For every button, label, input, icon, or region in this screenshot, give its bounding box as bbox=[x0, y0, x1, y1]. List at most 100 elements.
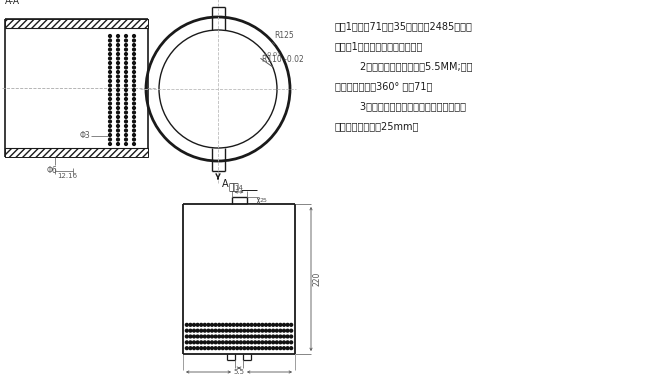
Circle shape bbox=[232, 335, 235, 338]
Circle shape bbox=[257, 347, 260, 349]
Circle shape bbox=[109, 129, 111, 132]
Circle shape bbox=[133, 48, 135, 51]
Circle shape bbox=[232, 347, 235, 349]
Circle shape bbox=[286, 329, 289, 332]
Circle shape bbox=[125, 120, 127, 123]
Circle shape bbox=[185, 335, 188, 338]
Circle shape bbox=[109, 89, 111, 91]
Circle shape bbox=[125, 116, 127, 118]
Circle shape bbox=[290, 347, 292, 349]
Circle shape bbox=[125, 53, 127, 55]
Circle shape bbox=[229, 341, 231, 344]
Circle shape bbox=[133, 53, 135, 55]
Circle shape bbox=[232, 329, 235, 332]
Circle shape bbox=[279, 335, 282, 338]
Circle shape bbox=[116, 129, 120, 132]
Circle shape bbox=[261, 347, 264, 349]
Circle shape bbox=[185, 341, 188, 344]
Circle shape bbox=[232, 323, 235, 326]
Circle shape bbox=[109, 48, 111, 51]
Circle shape bbox=[268, 335, 271, 338]
Circle shape bbox=[268, 341, 271, 344]
Circle shape bbox=[286, 335, 289, 338]
Circle shape bbox=[116, 102, 120, 105]
Circle shape bbox=[279, 341, 282, 344]
Circle shape bbox=[243, 341, 246, 344]
Text: 图一: 图一 bbox=[229, 183, 239, 192]
Circle shape bbox=[116, 39, 120, 42]
Circle shape bbox=[272, 347, 274, 349]
Circle shape bbox=[246, 347, 250, 349]
Circle shape bbox=[203, 347, 206, 349]
Circle shape bbox=[268, 323, 271, 326]
Circle shape bbox=[246, 323, 250, 326]
Circle shape bbox=[261, 335, 264, 338]
Circle shape bbox=[109, 116, 111, 118]
Circle shape bbox=[116, 84, 120, 87]
Circle shape bbox=[133, 84, 135, 87]
Circle shape bbox=[116, 125, 120, 127]
Text: A: A bbox=[222, 179, 229, 189]
Text: R125: R125 bbox=[274, 31, 294, 40]
Circle shape bbox=[116, 111, 120, 114]
Circle shape bbox=[236, 335, 239, 338]
Circle shape bbox=[196, 323, 199, 326]
Circle shape bbox=[222, 323, 224, 326]
Circle shape bbox=[189, 341, 192, 344]
Circle shape bbox=[225, 335, 227, 338]
Circle shape bbox=[211, 329, 213, 332]
Circle shape bbox=[116, 80, 120, 82]
Circle shape bbox=[276, 329, 278, 332]
Circle shape bbox=[261, 329, 264, 332]
Circle shape bbox=[207, 341, 210, 344]
Text: 25: 25 bbox=[259, 198, 267, 203]
Circle shape bbox=[243, 323, 246, 326]
Circle shape bbox=[239, 341, 242, 344]
Circle shape bbox=[192, 323, 196, 326]
Circle shape bbox=[116, 57, 120, 60]
Circle shape bbox=[109, 98, 111, 100]
Circle shape bbox=[265, 335, 267, 338]
Circle shape bbox=[125, 98, 127, 100]
Circle shape bbox=[239, 347, 242, 349]
Circle shape bbox=[125, 34, 127, 38]
Circle shape bbox=[200, 323, 203, 326]
Circle shape bbox=[192, 347, 196, 349]
Circle shape bbox=[257, 329, 260, 332]
Circle shape bbox=[116, 48, 120, 51]
Circle shape bbox=[222, 329, 224, 332]
Circle shape bbox=[211, 341, 213, 344]
Circle shape bbox=[109, 138, 111, 141]
Text: Φ6: Φ6 bbox=[47, 166, 57, 175]
Text: 外表面毛的长度为25mm；: 外表面毛的长度为25mm； bbox=[335, 121, 419, 131]
Circle shape bbox=[261, 341, 264, 344]
Circle shape bbox=[125, 93, 127, 96]
Circle shape bbox=[125, 44, 127, 46]
Circle shape bbox=[196, 335, 199, 338]
Circle shape bbox=[109, 134, 111, 136]
Circle shape bbox=[133, 120, 135, 123]
Circle shape bbox=[239, 335, 242, 338]
Circle shape bbox=[225, 341, 227, 344]
Circle shape bbox=[189, 323, 192, 326]
Circle shape bbox=[276, 347, 278, 349]
Circle shape bbox=[116, 143, 120, 146]
Circle shape bbox=[192, 329, 196, 332]
Circle shape bbox=[185, 329, 188, 332]
Circle shape bbox=[109, 80, 111, 82]
Text: 孔之间的距离为360° 除以71；: 孔之间的距离为360° 除以71； bbox=[335, 81, 432, 91]
Bar bbox=[5, 148, 148, 157]
Circle shape bbox=[207, 329, 210, 332]
Text: 5.5: 5.5 bbox=[233, 369, 244, 375]
Circle shape bbox=[257, 323, 260, 326]
Circle shape bbox=[185, 347, 188, 349]
Circle shape bbox=[109, 62, 111, 64]
Circle shape bbox=[207, 347, 210, 349]
Circle shape bbox=[265, 323, 267, 326]
Circle shape bbox=[272, 341, 274, 344]
Circle shape bbox=[257, 341, 260, 344]
Circle shape bbox=[133, 80, 135, 82]
Circle shape bbox=[225, 347, 227, 349]
Circle shape bbox=[286, 323, 289, 326]
Circle shape bbox=[268, 347, 271, 349]
